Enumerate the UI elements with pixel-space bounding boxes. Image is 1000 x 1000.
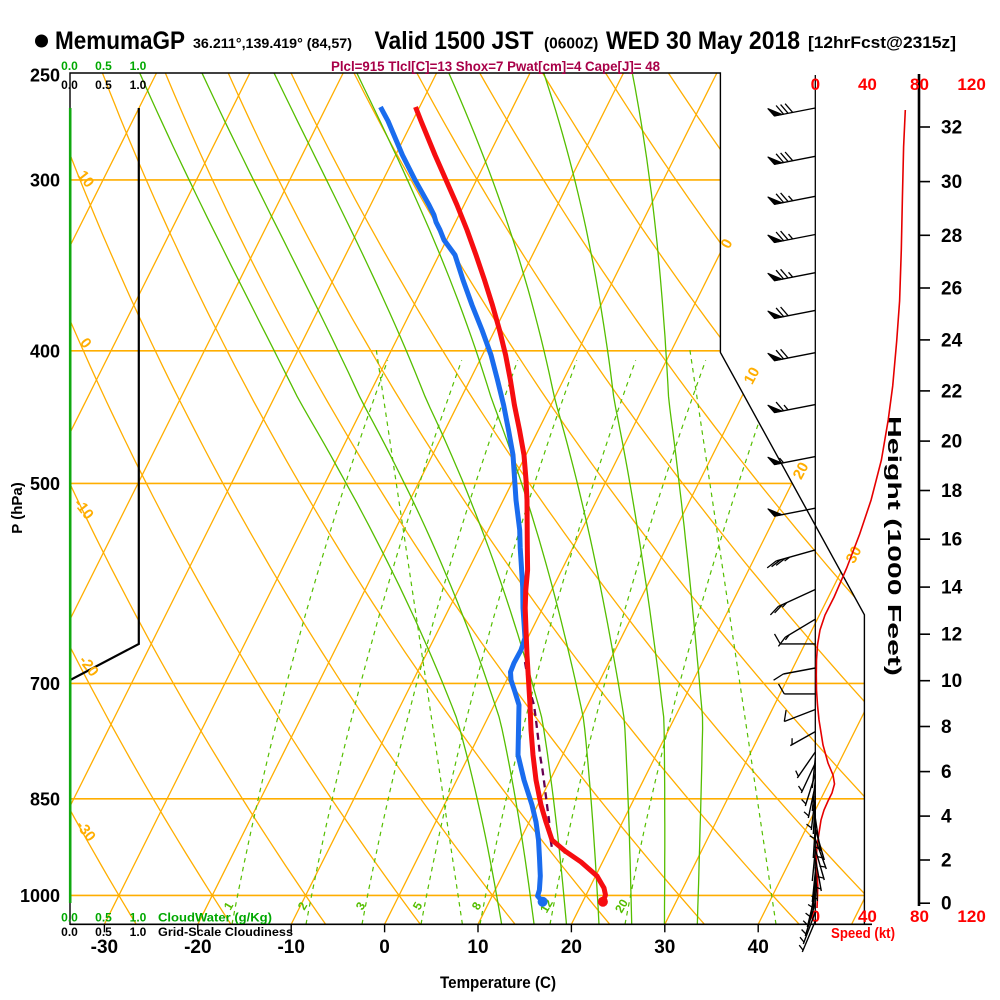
svg-text:10: 10 xyxy=(74,167,98,191)
svg-text:120: 120 xyxy=(957,75,985,94)
svg-text:30: 30 xyxy=(843,544,866,567)
svg-text:Plcl=915 Tlcl[C]=13 Shox=7 Pwa: Plcl=915 Tlcl[C]=13 Shox=7 Pwat[cm]=4 Ca… xyxy=(331,59,660,74)
svg-text:120: 120 xyxy=(957,907,985,926)
svg-text:20: 20 xyxy=(612,896,631,915)
svg-text:Valid 1500 JST: Valid 1500 JST xyxy=(375,27,534,55)
svg-text:2: 2 xyxy=(941,851,952,872)
svg-text:P (hPa): P (hPa) xyxy=(9,482,26,533)
svg-text:14: 14 xyxy=(941,578,963,599)
svg-text:16: 16 xyxy=(941,530,962,551)
svg-text:0.5: 0.5 xyxy=(95,925,112,939)
svg-text:Height (1000 Feet): Height (1000 Feet) xyxy=(884,416,905,676)
svg-text:0.5: 0.5 xyxy=(95,911,112,925)
svg-text:20: 20 xyxy=(561,937,582,958)
svg-text:Temperature (C): Temperature (C) xyxy=(440,973,556,992)
svg-text:400: 400 xyxy=(30,341,60,361)
svg-text:0.5: 0.5 xyxy=(95,59,112,73)
svg-text:0.0: 0.0 xyxy=(61,925,78,939)
svg-text:Grid-Scale Cloudiness: Grid-Scale Cloudiness xyxy=(158,925,293,939)
svg-text:40: 40 xyxy=(748,937,769,958)
svg-text:30: 30 xyxy=(941,172,962,193)
svg-text:250: 250 xyxy=(30,66,60,86)
svg-text:0.0: 0.0 xyxy=(61,59,78,73)
svg-text:20: 20 xyxy=(790,460,813,483)
svg-text:0: 0 xyxy=(811,907,820,926)
svg-text:1.0: 1.0 xyxy=(130,911,147,925)
svg-text:0.0: 0.0 xyxy=(61,911,78,925)
svg-text:12: 12 xyxy=(941,625,962,646)
svg-text:40: 40 xyxy=(858,907,877,926)
svg-text:0.5: 0.5 xyxy=(95,78,112,92)
svg-text:24: 24 xyxy=(941,330,963,351)
svg-text:0: 0 xyxy=(941,894,952,915)
svg-text:10: 10 xyxy=(741,365,764,388)
svg-text:80: 80 xyxy=(910,75,929,94)
svg-text:[12hrFcst@2315z]: [12hrFcst@2315z] xyxy=(808,33,956,52)
svg-text:300: 300 xyxy=(30,170,60,190)
svg-text:CloudWater (g/Kg): CloudWater (g/Kg) xyxy=(158,911,272,925)
svg-text:30: 30 xyxy=(654,937,675,958)
svg-text:850: 850 xyxy=(30,789,60,809)
svg-text:0: 0 xyxy=(811,75,820,94)
svg-text:80: 80 xyxy=(910,907,929,926)
svg-text:-20: -20 xyxy=(184,937,211,958)
svg-text:26: 26 xyxy=(941,279,962,300)
svg-text:WED 30 May 2018: WED 30 May 2018 xyxy=(606,27,800,55)
svg-text:MemumaGP: MemumaGP xyxy=(55,27,185,55)
svg-text:10: 10 xyxy=(941,671,962,692)
svg-text:700: 700 xyxy=(30,674,60,694)
svg-text:20: 20 xyxy=(941,432,962,453)
svg-text:(0600Z): (0600Z) xyxy=(544,36,598,53)
svg-text:1.0: 1.0 xyxy=(130,925,147,939)
svg-text:36.211°,139.419° (84,57): 36.211°,139.419° (84,57) xyxy=(193,35,352,51)
svg-text:0: 0 xyxy=(379,937,390,958)
svg-text:1000: 1000 xyxy=(20,886,60,906)
svg-text:28: 28 xyxy=(941,226,962,247)
svg-text:40: 40 xyxy=(858,75,877,94)
svg-text:8: 8 xyxy=(941,717,952,738)
svg-text:-10: -10 xyxy=(277,937,304,958)
svg-text:1.0: 1.0 xyxy=(130,78,147,92)
svg-text:6: 6 xyxy=(941,762,952,783)
svg-text:4: 4 xyxy=(941,807,952,828)
svg-text:0.0: 0.0 xyxy=(61,78,78,92)
svg-text:18: 18 xyxy=(941,481,962,502)
svg-text:22: 22 xyxy=(941,381,962,402)
svg-text:32: 32 xyxy=(941,118,962,139)
svg-text:1.0: 1.0 xyxy=(130,59,147,73)
svg-text:Speed (kt): Speed (kt) xyxy=(831,925,895,942)
svg-text:10: 10 xyxy=(467,937,488,958)
svg-text:-30: -30 xyxy=(91,937,118,958)
svg-text:500: 500 xyxy=(30,474,60,494)
